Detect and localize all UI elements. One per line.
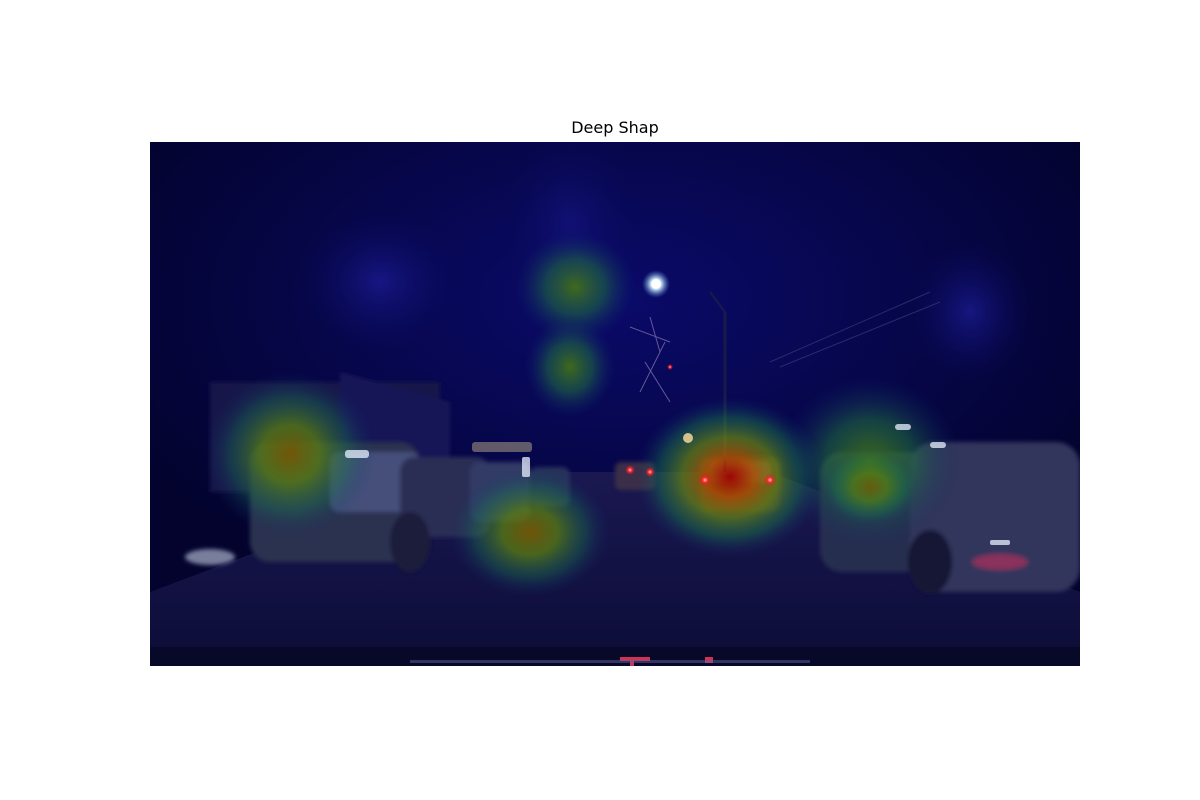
attribution-blob-road-left: [450, 467, 610, 597]
attribution-blob-sky-lower: [525, 317, 615, 417]
heatmap-image: [150, 142, 1080, 666]
power-lines: [769, 291, 941, 368]
dashboard-edge: [410, 660, 810, 663]
car-highlights: [345, 424, 1010, 545]
attribution-blob-right-car-core: [820, 447, 920, 527]
attribution-blob-sky-upper: [515, 232, 635, 342]
blue-attribution-blob: [910, 242, 1030, 382]
attribution-blob-center-car: [635, 397, 825, 557]
street-lamp-core: [651, 279, 661, 289]
figure-title: Deep Shap: [571, 118, 659, 137]
tail-lights: [625, 364, 776, 486]
blue-attribution-blob: [300, 212, 460, 352]
dashboard: [150, 647, 1080, 666]
heatmap-canvas: [150, 142, 1080, 666]
attribution-blob-left-building: [205, 372, 375, 536]
lit-branches: [629, 316, 671, 403]
